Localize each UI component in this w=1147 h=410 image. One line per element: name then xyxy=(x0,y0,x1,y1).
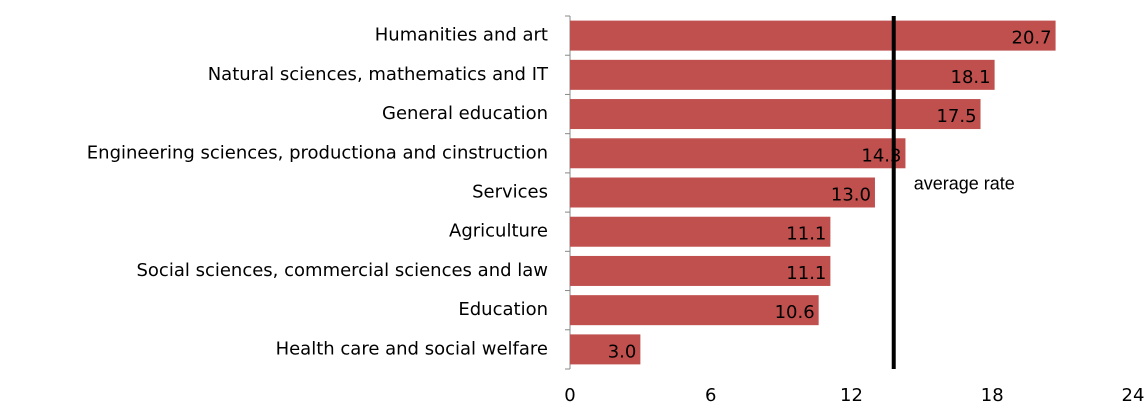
bar xyxy=(570,255,831,286)
average-label: average rate xyxy=(914,173,1015,193)
bar xyxy=(570,99,981,130)
y-tick-label: Engineering sciences, productiona and ci… xyxy=(87,142,548,163)
value-label: 13.0 xyxy=(831,185,871,206)
bar xyxy=(570,216,831,247)
value-label: 18.1 xyxy=(951,67,991,88)
value-label: 20.7 xyxy=(1012,28,1052,49)
y-tick-label: Social sciences, commercial sciences and… xyxy=(136,260,548,281)
value-label: 17.5 xyxy=(936,106,976,127)
y-tick-label: Humanities and art xyxy=(375,25,548,46)
bar xyxy=(570,20,1056,51)
x-tick-label: 0 xyxy=(564,385,575,406)
value-label: 10.6 xyxy=(775,302,815,323)
x-tick-label: 18 xyxy=(981,385,1004,406)
x-tick-label: 6 xyxy=(705,385,716,406)
value-label: 11.1 xyxy=(786,263,826,284)
y-tick-label: General education xyxy=(382,103,548,124)
value-label: 3.0 xyxy=(608,341,637,362)
x-tick-label: 12 xyxy=(840,385,863,406)
y-tick-label: Services xyxy=(472,182,548,203)
y-tick-label: Natural sciences, mathematics and IT xyxy=(208,64,549,85)
bar xyxy=(570,59,995,90)
value-label: 11.1 xyxy=(786,224,826,245)
y-tick-label: Agriculture xyxy=(449,221,548,242)
bar xyxy=(570,334,641,365)
bar xyxy=(570,295,819,326)
bar xyxy=(570,138,906,169)
value-label: 14.3 xyxy=(861,145,901,166)
x-tick-label: 24 xyxy=(1122,385,1145,406)
y-tick-label: Health care and social welfare xyxy=(276,338,548,359)
y-tick-label: Education xyxy=(458,299,548,320)
bar xyxy=(570,177,875,208)
